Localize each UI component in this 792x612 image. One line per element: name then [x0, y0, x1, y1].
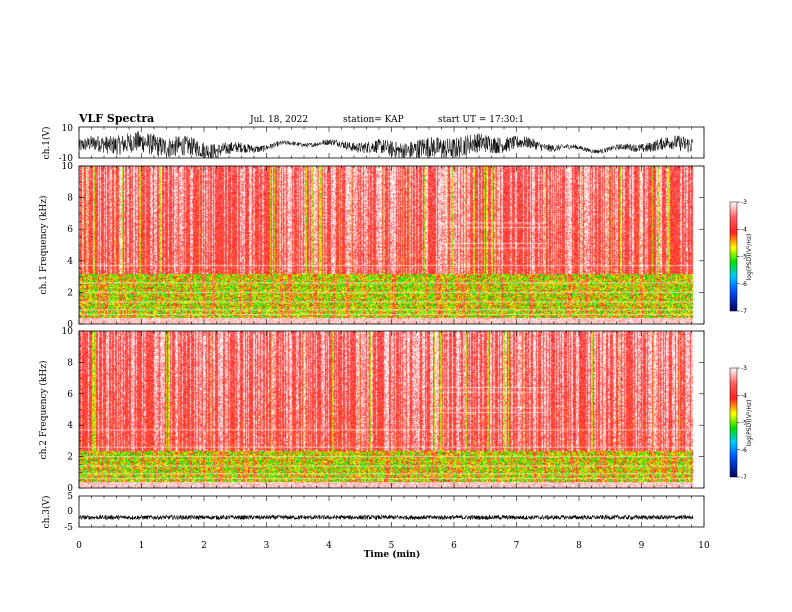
x-tick-label: 8 [576, 541, 582, 551]
freq-tick-label: 0 [67, 484, 73, 494]
x-tick-label: 5 [389, 541, 395, 551]
freq-tick-label: 2 [67, 288, 73, 298]
ch2-colorbar: -3 -4 -5 -6 -7 log(PSD)(V²/Hz) [729, 365, 753, 481]
ch1-channel-text: ch.1 Frequency (kHz) [38, 196, 49, 295]
freq-tick-label: 8 [67, 358, 73, 368]
freq-tick-label: 4 [67, 421, 73, 431]
waveform-line [78, 514, 694, 521]
ch1-spectrogram-image [79, 166, 704, 324]
x-tick-label: 7 [514, 541, 520, 551]
x-tick-label: 0 [76, 541, 82, 551]
figure-title: VLF Spectra [78, 112, 154, 125]
x-tick-label: 6 [451, 541, 457, 551]
ch2-spectrogram-image [79, 331, 704, 488]
ch1-colorbar: -3 -4 -5 -6 -7 log(PSD)(V²/Hz) [729, 199, 753, 315]
ch1-colorbar-gradient [729, 201, 738, 312]
ch3-ytick-bottom: -5 [64, 523, 73, 533]
colorbar-tick-label: -6 [741, 281, 747, 288]
ch1-spectrogram-channel-label: ch.1 Frequency (kHz) [38, 196, 49, 295]
time-axis-label: Time (min) [364, 549, 421, 560]
colorbar-tick-label: -7 [741, 308, 747, 315]
ch3-waveform-ylabel: ch.3(V) [41, 496, 52, 529]
ch3-waveform-panel: 5 0 -5 ch.3(V) [41, 492, 705, 533]
ch1-waveform-trace [78, 131, 694, 159]
time-axis: 0 1 2 3 4 5 6 7 8 9 10 [76, 541, 710, 551]
colorbar-tick-label: -6 [741, 447, 747, 454]
colorbar-tick-label: -3 [741, 365, 747, 372]
ch1-waveform-ylabel: ch.1(V) [41, 127, 52, 160]
x-tick-label: 4 [326, 541, 332, 551]
x-tick-label: 3 [264, 541, 270, 551]
ch2-spectrogram-channel-label: ch.2 Frequency (kHz) [38, 361, 49, 460]
colorbar-tick-label: -4 [741, 226, 747, 233]
freq-tick-label: 10 [62, 162, 74, 172]
waveform-line [78, 131, 694, 159]
freq-tick-label: 10 [62, 327, 74, 337]
colorbar-tick-label: -5 [741, 420, 747, 427]
ch2-colorbar-label: log(PSD)(V²/Hz) [746, 400, 753, 447]
x-tick-label: 10 [698, 541, 710, 551]
ch1-waveform-panel: 10 -10 ch.1(V) [41, 124, 705, 164]
start-time-label: start UT = 17:30:1 [438, 115, 524, 125]
ch3-waveform-trace [78, 514, 694, 521]
colorbar-tick-label: -3 [741, 199, 747, 206]
ch1-colorbar-label: log(PSD)(V²/Hz) [746, 234, 753, 281]
freq-tick-label: 6 [67, 225, 73, 235]
ch2-channel-text: ch.2 Frequency (kHz) [38, 361, 49, 460]
freq-tick-label: 0 [67, 320, 73, 330]
date-label: Jul. 18, 2022 [249, 115, 308, 125]
x-tick-label: 9 [639, 541, 645, 551]
x-tick-label: 2 [201, 541, 207, 551]
freq-tick-label: 8 [67, 194, 73, 204]
ch1-ytick-top: 10 [62, 124, 74, 134]
ch2-colorbar-gradient [729, 367, 738, 478]
ch1-spectrogram-panel: 0 2 4 6 8 10 ch.1 Frequency (kHz) [38, 162, 705, 330]
freq-tick-label: 6 [67, 390, 73, 400]
ch1-ytick-bottom: -10 [59, 154, 74, 164]
station-label: station= KAP [343, 115, 404, 125]
colorbar-tick-label: -5 [741, 254, 747, 261]
freq-tick-label: 4 [67, 257, 73, 267]
x-tick-label: 1 [139, 541, 145, 551]
freq-tick-label: 2 [67, 453, 73, 463]
ch3-ytick-mid: 0 [67, 507, 73, 517]
colorbar-tick-label: -7 [741, 474, 747, 481]
colorbar-tick-label: -4 [741, 392, 747, 399]
ch3-ytick-top: 5 [67, 492, 73, 502]
ch2-spectrogram-panel: 0 2 4 6 8 10 ch.2 Frequency (kHz) [38, 327, 705, 494]
